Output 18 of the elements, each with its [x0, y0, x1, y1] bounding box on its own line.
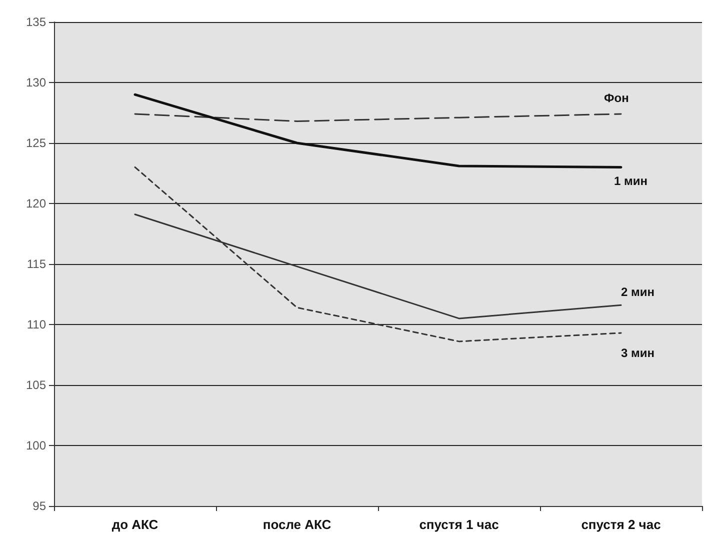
x-tick-label: после АКС: [262, 517, 332, 532]
y-tick-label: 125: [26, 136, 46, 150]
y-tick-label: 115: [26, 257, 46, 271]
series-label: 2 мин: [621, 285, 655, 300]
y-tick-label: 105: [26, 378, 46, 392]
x-tick-label: до АКС: [112, 517, 159, 532]
x-tick-label: спустя 1 час: [419, 517, 499, 532]
y-tick-label: 135: [26, 15, 46, 29]
x-tick-label: спустя 2 час: [581, 517, 661, 532]
y-tick-label: 95: [32, 499, 46, 513]
y-tick-label: 100: [26, 438, 46, 452]
y-tick-label: 110: [26, 318, 46, 332]
series-label: 3 мин: [621, 346, 655, 360]
y-tick-label: 130: [26, 76, 46, 90]
y-tick-label: 120: [26, 196, 46, 210]
series-label: 1 мин: [614, 174, 648, 188]
line-series: [134, 166, 622, 342]
series-label: Фон: [604, 90, 629, 105]
